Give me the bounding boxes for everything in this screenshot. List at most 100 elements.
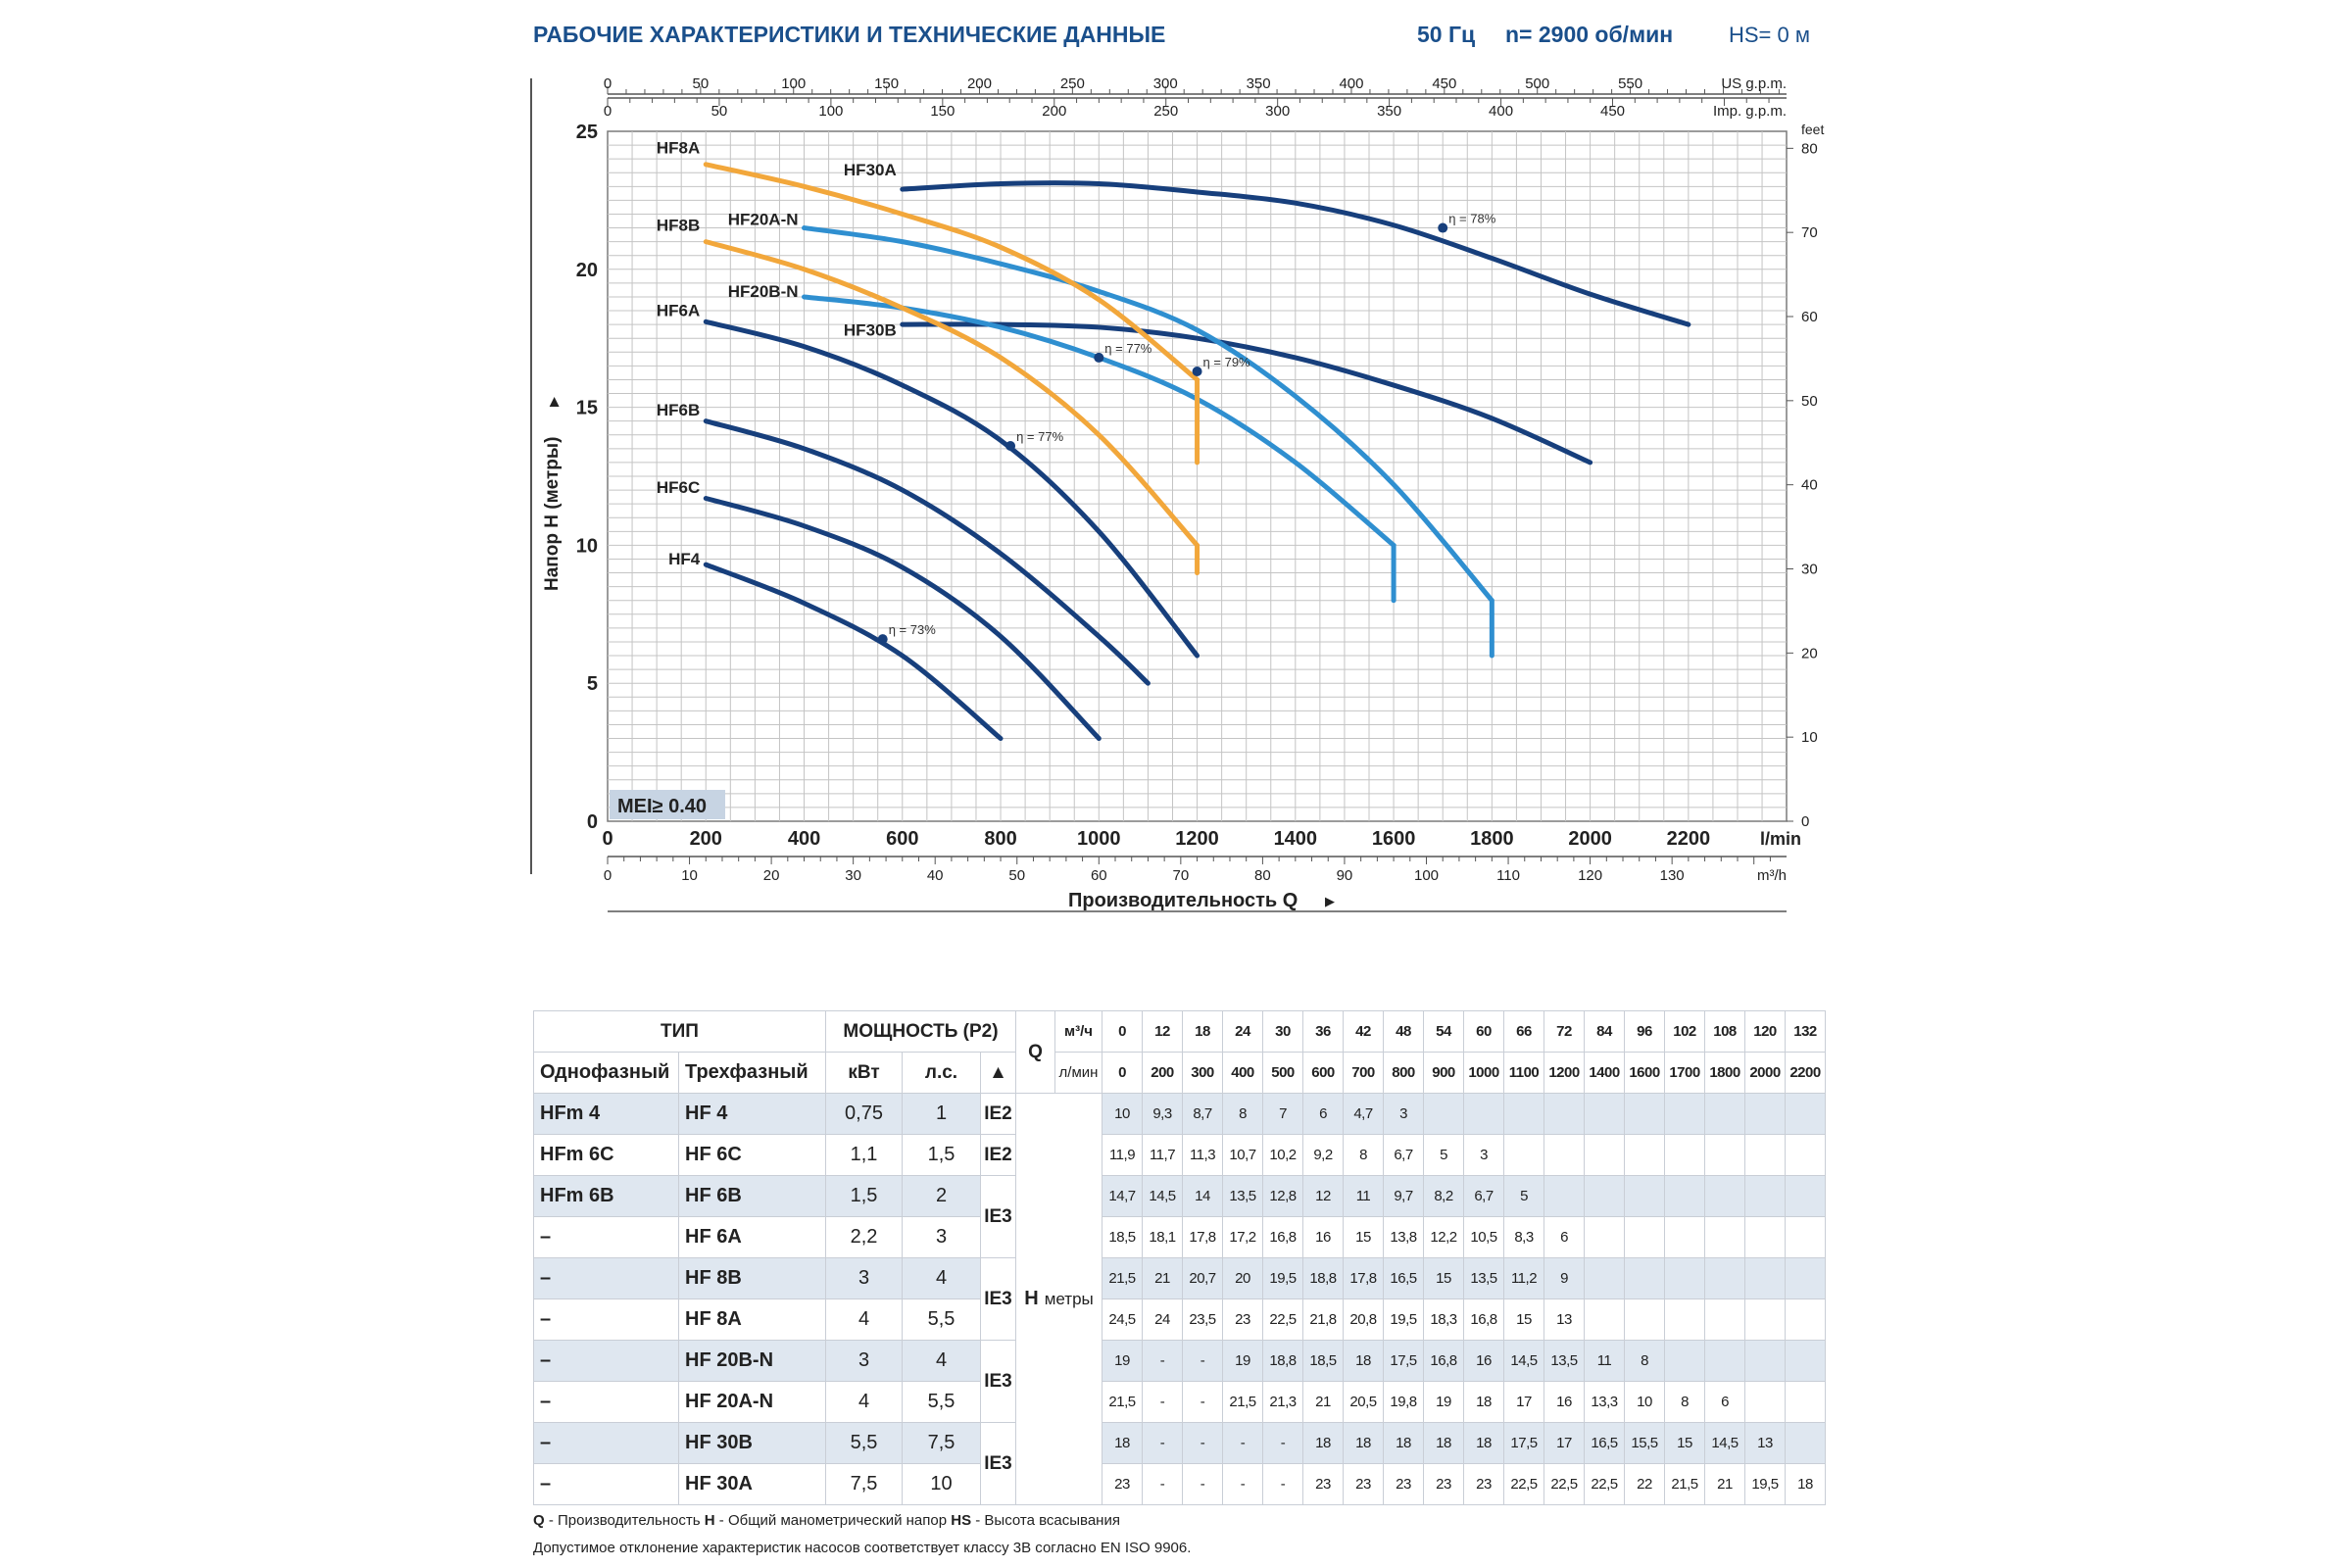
head-value-cell xyxy=(1584,1216,1625,1258)
three-phase-model: HF 30A xyxy=(678,1463,826,1505)
head-value-cell: 23 xyxy=(1343,1463,1384,1505)
m3h-axis-tick-label: 0 xyxy=(604,867,612,884)
head-value-cell: 9,2 xyxy=(1302,1134,1344,1176)
type-header: ТИП xyxy=(533,1010,826,1053)
efficiency-label: η = 73% xyxy=(889,622,937,637)
feet-tick-label: 70 xyxy=(1801,224,1818,241)
single-phase-model: – xyxy=(533,1216,679,1258)
head-value-cell: 19,5 xyxy=(1383,1298,1424,1341)
imp-gpm-axis-unit: Imp. g.p.m. xyxy=(1713,103,1787,120)
head-value-cell: 8,7 xyxy=(1182,1093,1223,1135)
x-tick-label: 0 xyxy=(602,828,612,850)
single-phase-model: – xyxy=(533,1340,679,1382)
efficiency-point xyxy=(877,634,888,645)
series-label: HF30A xyxy=(844,161,897,179)
table-header-row-1: ТИП МОЩНОСТЬ (P2) Q м³/ч 0 12 18 24 30 3… xyxy=(533,1010,1826,1094)
head-value-cell xyxy=(1624,1257,1665,1299)
head-value-cell: 22,5 xyxy=(1262,1298,1303,1341)
curve-hf20a-n xyxy=(802,225,1494,659)
table-row: HFm 6B HF 6B 1,5 2 IE3 14,7 14,5 14 13,5 12,8 12 11… xyxy=(533,1175,1826,1258)
head-value-cell: 6,7 xyxy=(1463,1175,1504,1217)
q-lmin-cell: 400 xyxy=(1222,1052,1263,1094)
head-value-cell: 18 xyxy=(1463,1422,1504,1464)
head-value-cell: 7 xyxy=(1262,1093,1303,1135)
y-tick-label: 0 xyxy=(587,811,598,833)
feet-tick-label: 40 xyxy=(1801,477,1818,494)
head-value-cell: 20 xyxy=(1222,1257,1263,1299)
head-value-cell xyxy=(1785,1175,1826,1217)
m3h-axis-tick-label: 40 xyxy=(927,867,944,884)
q-lmin-cell: 0 xyxy=(1102,1052,1143,1094)
head-value-cell: 18 xyxy=(1302,1422,1344,1464)
head-value-cell xyxy=(1624,1298,1665,1341)
q-lmin-cell: 1100 xyxy=(1503,1052,1544,1094)
head-value-cell xyxy=(1744,1298,1786,1341)
us-gpm-axis-unit: US g.p.m. xyxy=(1721,75,1787,92)
three-phase-model: HF 8B xyxy=(678,1257,826,1299)
feet-tick-label: 60 xyxy=(1801,309,1818,325)
m3h-axis-tick-label: 110 xyxy=(1496,867,1520,884)
ie-class: IE3 xyxy=(980,1257,1016,1341)
head-value-cell: 4,7 xyxy=(1343,1093,1384,1135)
series-label: HF6A xyxy=(657,302,700,320)
head-value-cell xyxy=(1664,1134,1705,1176)
head-value-cell: 16 xyxy=(1302,1216,1344,1258)
q-m3h-cell: 48 xyxy=(1383,1010,1424,1053)
y-tick-label: 25 xyxy=(576,122,598,143)
power-hp: 3 xyxy=(902,1216,981,1258)
q-lmin-cell: 200 xyxy=(1142,1052,1183,1094)
efficiency-point xyxy=(1094,352,1104,363)
head-value-cell: 15 xyxy=(1423,1257,1464,1299)
head-value-cell: 5 xyxy=(1423,1134,1464,1176)
head-value-cell: 8 xyxy=(1222,1093,1263,1135)
us-gpm-axis-tick-label: 250 xyxy=(1060,75,1085,92)
head-value-cell: 18 xyxy=(1383,1422,1424,1464)
head-value-cell: 23 xyxy=(1222,1298,1263,1341)
head-value-cell: 21 xyxy=(1142,1257,1183,1299)
head-value-cell: 19,5 xyxy=(1262,1257,1303,1299)
note-h: H xyxy=(704,1512,715,1529)
head-value-cell: - xyxy=(1182,1340,1223,1382)
feet-tick-label: 80 xyxy=(1801,140,1818,157)
head-value-cell: 18,8 xyxy=(1262,1340,1303,1382)
power-kw: 4 xyxy=(825,1298,903,1341)
series-label: HF8A xyxy=(657,139,700,158)
efficiency-point xyxy=(1438,222,1448,233)
head-value-cell: 12,2 xyxy=(1423,1216,1464,1258)
power-hp: 2 xyxy=(902,1175,981,1217)
single-phase-model: HFm 6C xyxy=(533,1134,679,1176)
head-value-cell xyxy=(1503,1093,1544,1135)
head-value-cell: 6 xyxy=(1302,1093,1344,1135)
head-value-cell xyxy=(1584,1257,1625,1299)
head-value-cell: 8,2 xyxy=(1423,1175,1464,1217)
head-value-cell: 14,5 xyxy=(1503,1340,1544,1382)
feet-tick-label: 0 xyxy=(1801,813,1809,830)
head-value-cell: 13,5 xyxy=(1222,1175,1263,1217)
head-value-cell: - xyxy=(1262,1463,1303,1505)
head-value-cell: 17,8 xyxy=(1182,1216,1223,1258)
head-value-cell: 9 xyxy=(1544,1257,1585,1299)
us-gpm-axis-tick-label: 550 xyxy=(1618,75,1642,92)
head-value-cell: 13 xyxy=(1744,1422,1786,1464)
q-lmin-cell: 1200 xyxy=(1544,1052,1585,1094)
us-gpm-axis-tick-label: 500 xyxy=(1525,75,1549,92)
head-value-cell: 20,7 xyxy=(1182,1257,1223,1299)
power-kw: 2,2 xyxy=(825,1216,903,1258)
q-lmin-cell: 500 xyxy=(1262,1052,1303,1094)
head-value-cell xyxy=(1704,1216,1745,1258)
x-tick-label: 400 xyxy=(788,828,820,850)
kw-header: кВт xyxy=(825,1052,903,1094)
x-tick-label: 2000 xyxy=(1568,828,1612,850)
head-value-cell: 14 xyxy=(1182,1175,1223,1217)
head-value-cell xyxy=(1704,1134,1745,1176)
x-axis-arrow: ▶ xyxy=(1325,894,1335,908)
head-value-cell: 9,7 xyxy=(1383,1175,1424,1217)
chart-title: РАБОЧИЕ ХАРАКТЕРИСТИКИ И ТЕХНИЧЕСКИЕ ДАН… xyxy=(533,22,1165,47)
power-kw: 5,5 xyxy=(825,1422,903,1464)
q-lmin-cell: 2200 xyxy=(1785,1052,1826,1094)
head-value-cell xyxy=(1624,1093,1665,1135)
y-tick-label: 10 xyxy=(576,535,598,557)
footnote-tolerance: Допустимое отклонение характеристик насо… xyxy=(533,1540,1192,1556)
efficiency-label: η = 78% xyxy=(1448,212,1496,226)
m3h-axis-tick-label: 100 xyxy=(1414,867,1439,884)
